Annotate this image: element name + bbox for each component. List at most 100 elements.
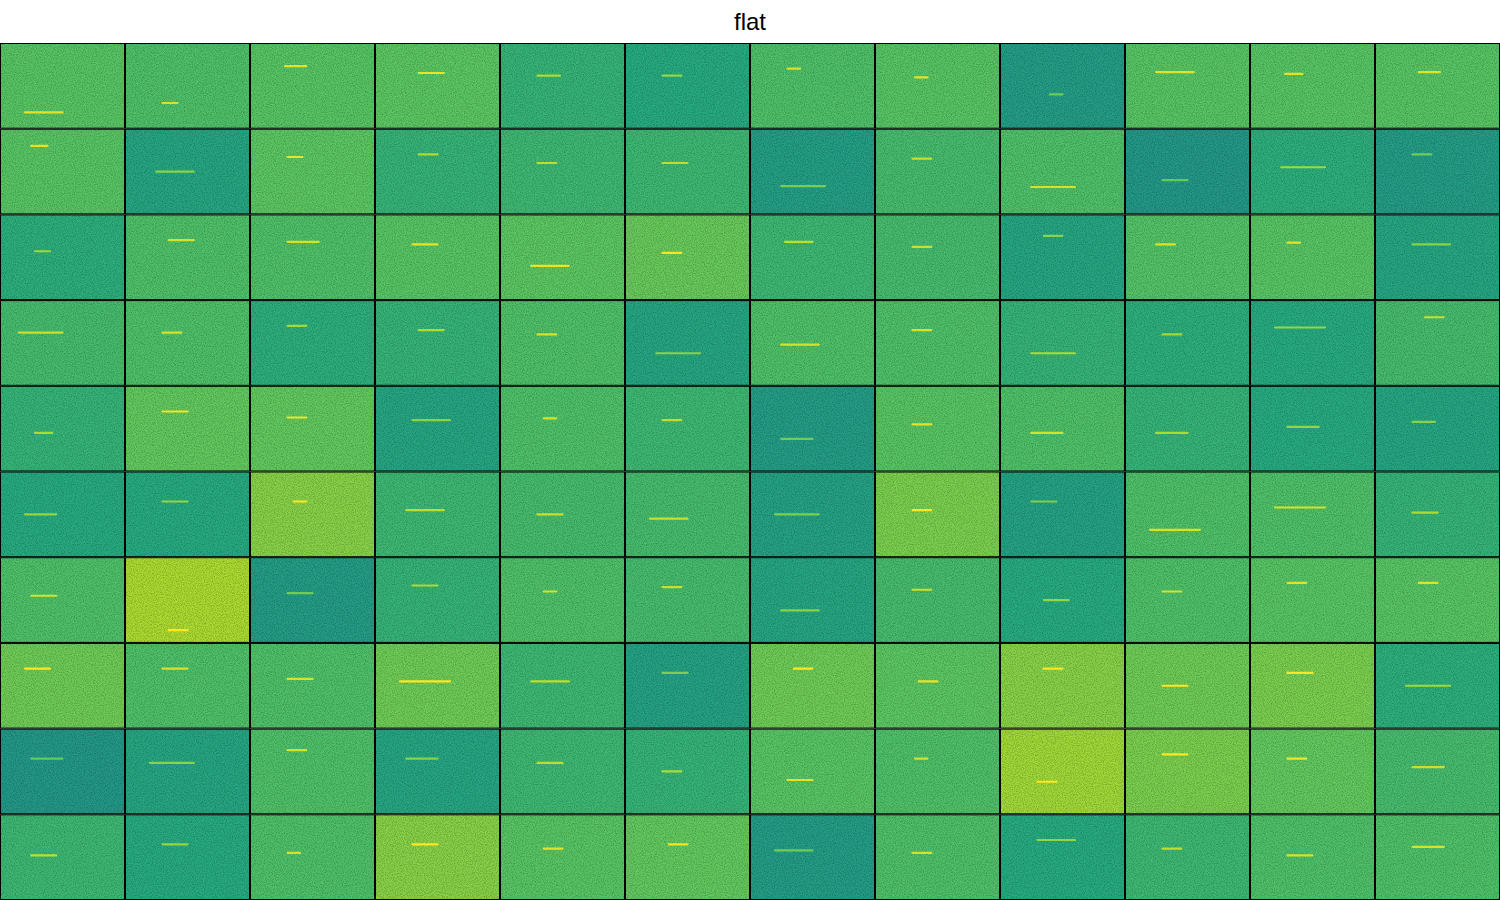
tile (125, 729, 250, 815)
call-contour (1031, 432, 1062, 434)
tile-background (1000, 214, 1125, 300)
noise-texture (500, 214, 625, 300)
tile-background (1375, 386, 1500, 472)
tile (1000, 43, 1125, 129)
noise-texture (750, 300, 875, 386)
tile-background (750, 814, 875, 900)
tile-background (125, 472, 250, 558)
tile-border (1251, 44, 1375, 129)
call-contour (1163, 847, 1182, 849)
tile-background (125, 43, 250, 129)
tile-border (1376, 558, 1500, 643)
tile-background (500, 814, 625, 900)
call-contour (31, 595, 56, 597)
noise-texture (875, 814, 1000, 900)
tile-border (876, 472, 1000, 557)
call-contour (1163, 179, 1188, 181)
tile-border (626, 129, 750, 214)
tile (1125, 729, 1250, 815)
tile (0, 43, 125, 129)
tile-border (501, 129, 625, 214)
tile (625, 557, 750, 643)
tile-background (750, 129, 875, 215)
tile-background (625, 643, 750, 729)
tile-border (1126, 729, 1250, 814)
tile-border (1001, 301, 1125, 386)
tile (1375, 129, 1500, 215)
tile-border (1376, 643, 1500, 728)
call-contour (288, 416, 307, 418)
noise-texture (1125, 214, 1250, 300)
call-contour (419, 153, 438, 155)
tile-background (750, 472, 875, 558)
call-contour (663, 252, 682, 254)
call-contour (913, 589, 932, 591)
call-contour (288, 852, 301, 854)
tile-border (501, 301, 625, 386)
noise-texture (1125, 43, 1250, 129)
call-contour (163, 843, 188, 845)
tile-border (126, 215, 250, 300)
tile-background (1375, 814, 1500, 900)
call-contour (1038, 839, 1076, 841)
noise-texture (1375, 643, 1500, 729)
call-contour (25, 668, 50, 670)
tile (250, 814, 375, 900)
tile (750, 557, 875, 643)
tile (875, 129, 1000, 215)
tile-border (751, 44, 875, 129)
call-contour (1038, 781, 1057, 783)
call-contour (169, 629, 188, 631)
call-contour (1156, 71, 1194, 73)
tile-border (1, 815, 125, 900)
call-contour (1413, 153, 1432, 155)
call-contour (1150, 529, 1200, 531)
call-contour (1163, 685, 1188, 687)
tile-border (1251, 643, 1375, 728)
tile (125, 43, 250, 129)
call-contour (1288, 242, 1301, 244)
tile-background (1000, 472, 1125, 558)
tile-background (875, 472, 1000, 558)
tile-background (1375, 557, 1500, 643)
tile-background (1375, 300, 1500, 386)
tile-background (0, 557, 125, 643)
noise-texture (125, 643, 250, 729)
noise-texture (250, 643, 375, 729)
tile (375, 557, 500, 643)
tile (1250, 129, 1375, 215)
tile-border (376, 815, 500, 900)
call-contour (913, 852, 932, 854)
call-contour (1419, 582, 1438, 584)
call-contour (775, 849, 813, 851)
tile-background (1375, 472, 1500, 558)
tile-background (0, 300, 125, 386)
tile-border (876, 815, 1000, 900)
noise-texture (0, 557, 125, 643)
tile-border (751, 643, 875, 728)
call-contour (788, 779, 813, 781)
tile-background (1375, 43, 1500, 129)
tile-background (1250, 386, 1375, 472)
tile (1250, 300, 1375, 386)
tile-border (251, 44, 375, 129)
tile-border (501, 44, 625, 129)
call-contour (288, 241, 319, 243)
tile-background (250, 729, 375, 815)
noise-texture (250, 729, 375, 815)
tile-border (1376, 301, 1500, 386)
tile-border (251, 301, 375, 386)
tile-border (876, 558, 1000, 643)
call-contour (163, 410, 188, 412)
noise-texture (750, 729, 875, 815)
tile-background (625, 729, 750, 815)
tile (875, 729, 1000, 815)
call-contour (169, 239, 194, 241)
noise-texture (250, 814, 375, 900)
noise-texture (1375, 214, 1500, 300)
tile (1375, 300, 1500, 386)
noise-texture (1250, 729, 1375, 815)
call-contour (1413, 421, 1436, 423)
tile-background (1000, 729, 1125, 815)
call-contour (663, 162, 688, 164)
